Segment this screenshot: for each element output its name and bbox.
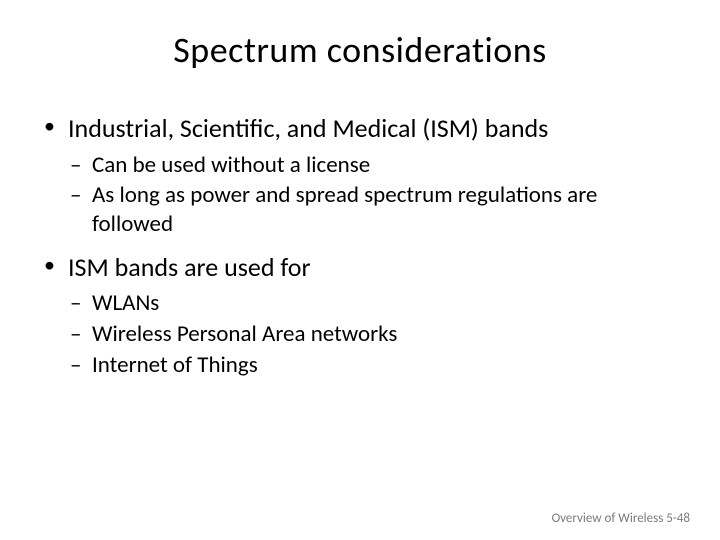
slide-container: Spectrum considerations Industrial, Scie…: [0, 0, 720, 540]
slide-footer: Overview of Wireless 5-48: [552, 511, 690, 526]
sub-bullet-item: Internet of Things: [68, 351, 680, 380]
sub-bullet-item: Wireless Personal Area networks: [68, 320, 680, 349]
bullet-list-level1: Industrial, Scientific, and Medical (ISM…: [40, 112, 680, 380]
bullet-list-level2: WLANs Wireless Personal Area networks In…: [68, 289, 680, 379]
slide-title: Spectrum considerations: [40, 28, 680, 72]
bullet-item: Industrial, Scientific, and Medical (ISM…: [40, 112, 680, 239]
sub-bullet-item: Can be used without a license: [68, 151, 680, 180]
bullet-text: ISM bands are used for: [68, 251, 311, 283]
sub-bullet-item: As long as power and spread spectrum reg…: [68, 181, 680, 239]
slide-body: Industrial, Scientific, and Medical (ISM…: [40, 112, 680, 380]
bullet-item: ISM bands are used for WLANs Wireless Pe…: [40, 251, 680, 380]
bullet-list-level2: Can be used without a license As long as…: [68, 151, 680, 239]
bullet-text: Industrial, Scientific, and Medical (ISM…: [68, 112, 548, 144]
sub-bullet-text: Internet of Things: [92, 351, 258, 379]
sub-bullet-text: WLANs: [92, 289, 159, 317]
sub-bullet-item: WLANs: [68, 289, 680, 318]
sub-bullet-text: As long as power and spread spectrum reg…: [92, 181, 597, 238]
sub-bullet-text: Wireless Personal Area networks: [92, 320, 397, 348]
sub-bullet-text: Can be used without a license: [92, 151, 370, 179]
